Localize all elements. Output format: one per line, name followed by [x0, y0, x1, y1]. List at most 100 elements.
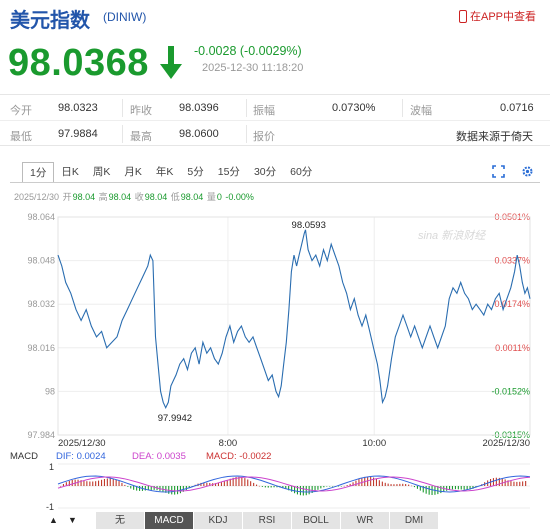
macd-bar: [282, 486, 284, 489]
macd-bar: [446, 486, 448, 491]
stat-label-range: 波幅: [410, 105, 432, 117]
macd-bar: [136, 486, 138, 491]
macd-bar: [296, 486, 298, 495]
macd-bar: [498, 477, 500, 486]
stat-label-low: 最低: [10, 131, 32, 143]
macd-bar: [264, 486, 266, 488]
macd-bar: [226, 480, 228, 486]
ohlc-date: 2025/12/30: [14, 192, 60, 202]
macd-value: MACD: -0.0022: [206, 451, 271, 462]
macd-bar: [337, 486, 339, 487]
tab-60min[interactable]: 60分: [290, 166, 313, 178]
tab-yearly-k[interactable]: 年K: [155, 166, 174, 178]
macd-bar: [329, 486, 331, 487]
macd-bar: [261, 486, 263, 487]
tab-1min[interactable]: 1分: [22, 162, 55, 182]
macd-bar: [127, 486, 129, 487]
indicator-none[interactable]: 无: [96, 512, 145, 529]
scroll-down-button[interactable]: ▼: [68, 515, 77, 525]
macd-bar: [510, 481, 512, 486]
tab-15min[interactable]: 15分: [217, 166, 240, 178]
macd-bar: [375, 478, 377, 486]
fullscreen-icon[interactable]: [492, 165, 505, 178]
macd-bar: [68, 480, 70, 486]
macd-bar: [215, 483, 217, 486]
indicator-wr[interactable]: WR: [341, 512, 390, 529]
macd-bar: [62, 484, 64, 486]
macd-bar: [139, 486, 141, 491]
indicator-rsi[interactable]: RSI: [243, 512, 292, 529]
indicator-boll[interactable]: BOLL: [292, 512, 341, 529]
price-chart[interactable]: 98.064 0.0501%98.048 0.0337%98.032 0.0174%9…: [0, 205, 550, 448]
divider: [122, 99, 123, 117]
macd-bar: [373, 477, 375, 486]
macd-bar: [399, 483, 401, 486]
macd-bar: [77, 479, 79, 486]
tab-weekly-k[interactable]: 周K: [92, 166, 111, 178]
macd-bar: [124, 484, 126, 486]
macd-bar: [381, 481, 383, 486]
macd-bar: [408, 484, 410, 486]
macd-bar: [209, 483, 211, 486]
macd-bar: [460, 486, 462, 490]
page-title: 美元指数: [10, 10, 90, 32]
ohlc-close-label: 收: [134, 192, 144, 202]
x-tick-label: 2025/12/30: [482, 438, 530, 448]
macd-bar: [449, 486, 451, 490]
open-in-app-link[interactable]: 在APP中查看: [458, 8, 536, 24]
indicator-kdj[interactable]: KDJ: [194, 512, 243, 529]
macd-bar: [311, 486, 313, 493]
macd-bar: [276, 486, 278, 488]
stat-value-amplitude: 0.0730%: [332, 102, 376, 114]
x-tick-label: 10:00: [362, 438, 386, 448]
macd-bar: [285, 486, 287, 489]
macd-bar: [416, 486, 418, 489]
tab-daily-k[interactable]: 日K: [61, 166, 79, 178]
macd-y-tick: -1: [46, 502, 54, 512]
macd-chart[interactable]: MACD DIF: 0.0024 DEA: 0.0035 MACD: -0.0022 1…: [0, 448, 550, 512]
y-pct-label: 0.0011%: [495, 343, 530, 353]
phone-icon: [458, 9, 467, 23]
stat-label-open: 今开: [10, 105, 32, 117]
ohlc-low: 98.04: [180, 192, 204, 202]
indicator-dmi[interactable]: DMI: [390, 512, 439, 529]
macd-bar: [346, 485, 348, 486]
macd-bar: [326, 486, 328, 487]
macd-bar: [133, 486, 135, 490]
macd-bar: [247, 479, 249, 486]
ohlc-open: 98.04: [72, 192, 96, 202]
macd-bar: [492, 478, 494, 486]
tabs-divider: [10, 182, 540, 183]
divider: [246, 125, 247, 143]
macd-bar: [273, 486, 275, 488]
macd-bar: [437, 486, 439, 495]
y-tick-label: 97.984: [27, 430, 55, 440]
stat-value-high: 98.0600: [179, 128, 219, 140]
tab-monthly-k[interactable]: 月K: [124, 166, 142, 178]
tab-30min[interactable]: 30分: [253, 166, 277, 178]
macd-bar: [253, 482, 255, 486]
macd-bar: [402, 483, 404, 486]
indicator-macd[interactable]: MACD: [145, 512, 194, 529]
macd-bar: [206, 482, 208, 486]
macd-bar: [200, 482, 202, 486]
macd-bar: [431, 486, 433, 495]
macd-bar: [349, 483, 351, 486]
macd-bar: [112, 478, 114, 486]
ohlc-high: 98.04: [108, 192, 132, 202]
tab-5min[interactable]: 5分: [187, 166, 204, 178]
macd-y-tick: 1: [49, 462, 54, 472]
macd-bar: [144, 486, 146, 491]
macd-bar: [109, 478, 111, 486]
scroll-up-button[interactable]: ▲: [49, 515, 58, 525]
macd-dea: DEA: 0.0035: [132, 451, 186, 462]
settings-icon[interactable]: [521, 165, 534, 178]
macd-bar: [185, 486, 187, 490]
macd-bar: [387, 483, 389, 486]
divider: [122, 125, 123, 143]
macd-bar: [177, 486, 179, 495]
macd-bar: [106, 478, 108, 486]
macd-bar: [413, 486, 415, 488]
macd-bar: [65, 482, 67, 486]
macd-bar: [522, 481, 524, 486]
